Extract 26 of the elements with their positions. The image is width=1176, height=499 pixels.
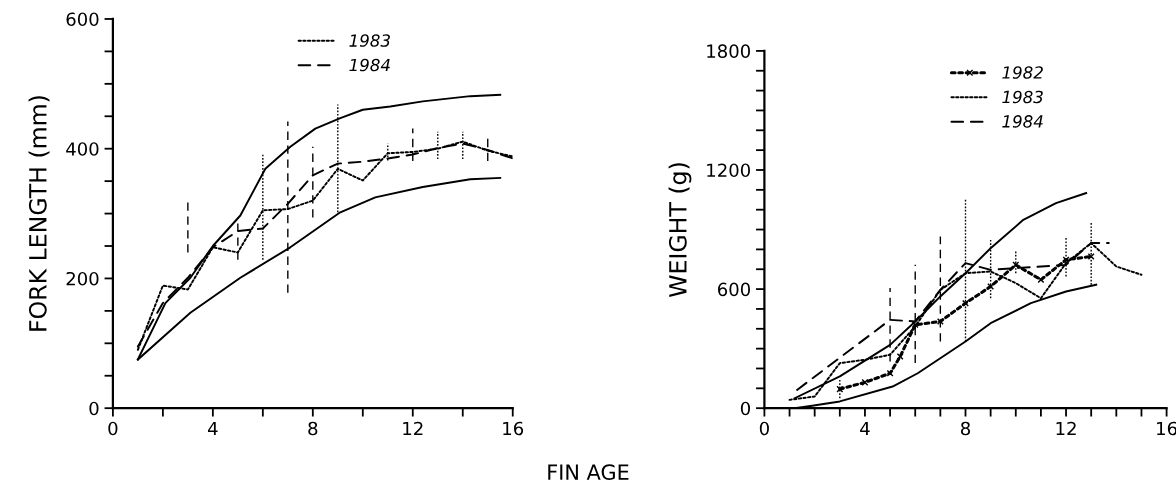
y-axis-title: WEIGHT (g): [668, 163, 692, 298]
x-tick-label: 4: [860, 421, 870, 436]
y-tick-label: 0: [740, 401, 751, 416]
y-tick-label: 600: [66, 12, 99, 27]
y-tick-label: 200: [66, 271, 99, 286]
y-tick-label: 0: [89, 401, 99, 416]
y-tick-label: 1200: [707, 163, 751, 178]
x-tick-label: 0: [108, 421, 118, 436]
x-tick-label: 8: [308, 421, 318, 436]
legend-label: 1982: [1002, 66, 1043, 79]
legend-label: 1983: [349, 34, 390, 47]
x-tick-label: 4: [208, 421, 218, 436]
y-tick-label: 1800: [707, 44, 751, 59]
x-axis-title: FIN AGE: [548, 464, 629, 480]
x-tick-label: 8: [960, 421, 970, 436]
x-tick-label: 16: [1157, 421, 1176, 436]
y-axis-title: FORK LENGTH (mm): [28, 96, 50, 331]
y-tick-label: 400: [66, 142, 99, 156]
legend-label: 1983: [1002, 90, 1043, 104]
legend-label: 1984: [1002, 115, 1043, 128]
x-tick-label: 12: [1056, 421, 1076, 436]
x-tick-label: 0: [759, 421, 769, 436]
x-tick-label: 16: [503, 421, 524, 436]
x-tick-label: 12: [403, 421, 423, 436]
legend-label: 1984: [349, 58, 390, 72]
y-tick-label: 600: [718, 282, 751, 297]
